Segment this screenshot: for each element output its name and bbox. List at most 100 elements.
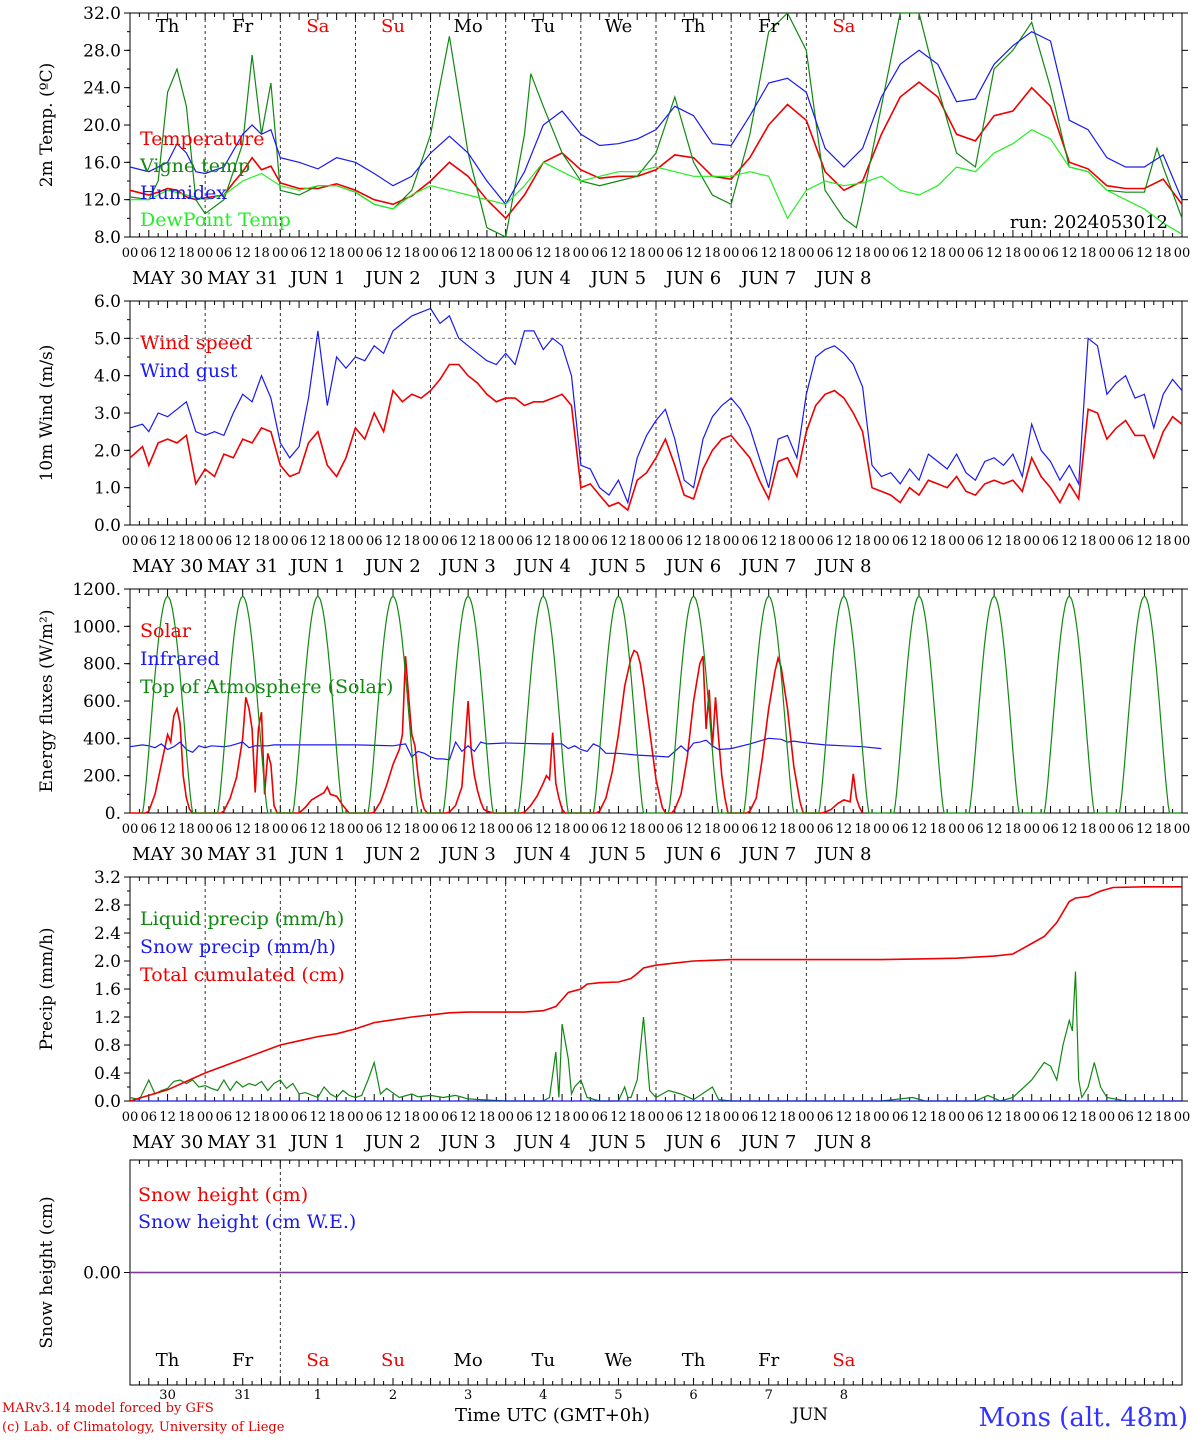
hour-tick-label: 12: [1136, 246, 1153, 261]
y-tick-label: 400.: [83, 729, 121, 749]
hour-tick-label: 00: [1174, 822, 1191, 837]
hour-tick-label: 06: [892, 822, 909, 837]
y-tick-label: 28.0: [83, 41, 121, 61]
panel-frame: [129, 12, 1183, 238]
date-label: MAY 31: [207, 844, 278, 865]
hour-tick-label: 18: [930, 822, 947, 837]
y-tick-label: 32.0: [83, 4, 121, 24]
hour-tick-label: 18: [404, 1110, 421, 1125]
hour-tick-label: 18: [704, 1110, 721, 1125]
hour-tick-label: 18: [1005, 534, 1022, 549]
hour-tick-label: 06: [591, 246, 608, 261]
weekday-label: Su: [381, 16, 405, 37]
weekday-label: Fr: [232, 16, 253, 37]
hour-tick-label: 06: [516, 534, 533, 549]
hour-tick-label: 18: [253, 822, 270, 837]
y-axis-label: 10m Wind (m/s): [37, 345, 57, 482]
hour-tick-label: 18: [178, 534, 195, 549]
date-label: MAY 30: [132, 556, 203, 577]
date-label: MAY 30: [132, 844, 203, 865]
weekday-label: Tu: [531, 1350, 555, 1371]
legend-entry: Snow height (cm): [138, 1184, 308, 1206]
y-tick-label: 0.0: [94, 516, 121, 536]
hour-tick-label: 00: [1023, 1110, 1040, 1125]
hour-tick-label: 00: [1174, 246, 1191, 261]
hour-tick-label: 00: [648, 822, 665, 837]
panel-1: 8.0 12.0 16.0 20.0 24.0 28.0 32.0 2m Temp. (ºC)…: [37, 4, 1190, 289]
station-title: Mons (alt. 48m): [978, 1403, 1188, 1433]
hour-tick-label: 12: [460, 822, 477, 837]
hour-tick-label: 18: [554, 1110, 571, 1125]
weekday-label: Fr: [232, 1350, 253, 1371]
hour-tick-label: 00: [1023, 822, 1040, 837]
weekday-label: Su: [381, 1350, 405, 1371]
hour-tick-label: 00: [723, 246, 740, 261]
hour-tick-label: 00: [573, 534, 590, 549]
y-tick-label: 1.6: [94, 980, 121, 1000]
hour-tick-label: 06: [366, 822, 383, 837]
date-label: MAY 31: [207, 1132, 278, 1153]
hour-tick-label: 18: [479, 822, 496, 837]
hour-tick-label: 18: [930, 1110, 947, 1125]
hour-tick-label: 06: [742, 534, 759, 549]
hour-tick-label: 18: [704, 822, 721, 837]
hour-tick-label: 18: [1080, 534, 1097, 549]
hour-tick-label: 12: [610, 822, 627, 837]
hour-tick-label: 06: [1042, 1110, 1059, 1125]
hour-tick-label: 00: [573, 246, 590, 261]
hour-tick-label: 00: [272, 822, 289, 837]
hour-tick-label: 00: [873, 246, 890, 261]
y-axis-label: Snow height (cm): [37, 1196, 57, 1348]
hour-tick-label: 00: [422, 246, 439, 261]
hour-tick-label: 06: [366, 246, 383, 261]
hour-tick-label: 00: [347, 822, 364, 837]
hour-tick-label: 18: [328, 534, 345, 549]
hour-tick-label: 06: [516, 1110, 533, 1125]
hour-tick-label: 18: [554, 246, 571, 261]
hour-tick-label: 00: [497, 822, 514, 837]
weekday-label: Th: [156, 1350, 180, 1371]
hour-tick-label: 18: [629, 822, 646, 837]
hour-tick-label: 12: [535, 246, 552, 261]
y-tick-label: 0.0: [94, 1092, 121, 1112]
hour-tick-label: 00: [798, 534, 815, 549]
hour-tick-label: 12: [911, 822, 928, 837]
hour-tick-label: 00: [948, 1110, 965, 1125]
series-line-1: [129, 737, 882, 761]
hour-tick-label: 18: [779, 534, 796, 549]
panel-frame: [129, 300, 1183, 526]
hour-tick-label: 00: [122, 534, 139, 549]
hour-tick-label: 18: [1155, 246, 1172, 261]
hour-tick-label: 06: [817, 1110, 834, 1125]
hour-tick-label: 00: [122, 246, 139, 261]
date-label: JUN 3: [438, 556, 495, 577]
hour-tick-label: 06: [1117, 822, 1134, 837]
weekday-label: Mo: [454, 1350, 483, 1371]
hour-tick-label: 00: [1099, 1110, 1116, 1125]
hour-tick-label: 06: [1042, 822, 1059, 837]
hour-tick-label: 00: [347, 534, 364, 549]
hour-tick-label: 18: [1005, 1110, 1022, 1125]
y-tick-label: 3.2: [94, 868, 121, 888]
hour-tick-label: 18: [629, 246, 646, 261]
date-label: MAY 31: [207, 268, 278, 289]
date-label: JUN 2: [363, 268, 420, 289]
hour-tick-label: 00: [873, 822, 890, 837]
date-label: JUN 5: [589, 844, 646, 865]
panel-4: 0.0 0.4 0.8 1.2 1.6 2.0 2.4 2.8 3.2 Precip (mm/h)…: [37, 868, 1190, 1153]
hour-tick-label: 06: [141, 822, 158, 837]
hour-tick-label: 00: [648, 1110, 665, 1125]
y-tick-label: 0.00: [83, 1264, 121, 1284]
y-tick-label: 1.2: [94, 1008, 121, 1028]
hour-tick-label: 06: [1042, 246, 1059, 261]
hour-tick-label: 12: [159, 534, 176, 549]
hour-tick-label: 12: [836, 246, 853, 261]
date-label: JUN 7: [739, 1132, 796, 1153]
hour-tick-label: 12: [911, 246, 928, 261]
hour-tick-label: 06: [667, 246, 684, 261]
hour-tick-label: 00: [648, 246, 665, 261]
y-tick-label: 20.0: [83, 116, 121, 136]
hour-tick-label: 06: [366, 1110, 383, 1125]
y-tick-label: 1000.: [72, 617, 121, 637]
